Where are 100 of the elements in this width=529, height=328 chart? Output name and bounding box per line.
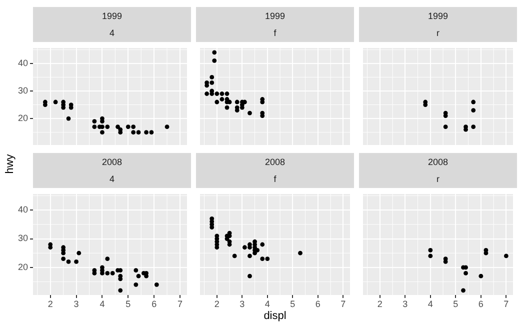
point (234, 100, 240, 104)
point (443, 260, 448, 264)
y-tick-label: 30 (18, 233, 28, 244)
x-tick-label: 3 (240, 298, 245, 309)
point (212, 58, 217, 63)
point (212, 50, 217, 55)
point (53, 100, 58, 104)
chart-subtitle: r (436, 174, 440, 184)
point (131, 124, 136, 130)
x-tick-label: 7 (340, 298, 346, 309)
point (478, 274, 484, 278)
point (100, 130, 104, 135)
x-tick-label: 2 (48, 298, 53, 309)
point (234, 108, 240, 112)
chart-subtitle: r (436, 28, 440, 38)
chart-title: 2008 (426, 156, 450, 167)
point (118, 276, 123, 282)
point (471, 124, 476, 130)
x-tick-label: 2 (377, 298, 382, 309)
point (144, 130, 148, 135)
point (164, 124, 170, 130)
point (260, 256, 265, 262)
y-axis-title: hwy (4, 154, 16, 174)
point (126, 124, 130, 130)
point (464, 270, 468, 276)
x-tick-label: 4 (428, 298, 433, 309)
point (149, 130, 154, 135)
point (100, 119, 104, 124)
point (428, 248, 433, 252)
point (260, 242, 265, 247)
chart-subtitle: f (272, 174, 278, 184)
point (105, 270, 110, 276)
x-tick-label: 2 (214, 298, 220, 309)
point (224, 105, 230, 110)
point (248, 110, 252, 116)
point (242, 245, 247, 250)
point (428, 254, 433, 258)
point (298, 250, 302, 256)
point (220, 92, 224, 96)
point (210, 225, 214, 230)
point (504, 254, 508, 258)
point (92, 124, 97, 130)
x-tick-label: 6 (152, 298, 157, 309)
point (118, 130, 123, 135)
chart-subtitle: 4 (108, 174, 116, 184)
point (248, 254, 252, 258)
point (134, 268, 138, 273)
chart-subtitle: 4 (108, 28, 116, 38)
y-tick-label: 40 (18, 58, 28, 68)
x-axis-title: displ (262, 310, 288, 322)
point (220, 97, 224, 102)
point (110, 270, 115, 276)
point (443, 110, 448, 116)
point (136, 274, 141, 278)
point (66, 116, 71, 121)
chart-subtitle: f (272, 28, 278, 38)
point (204, 92, 210, 96)
chart-title: 2008 (100, 156, 124, 167)
point (74, 260, 78, 264)
point (214, 245, 220, 250)
point (210, 75, 214, 80)
point (461, 288, 466, 293)
point (105, 256, 110, 262)
x-tick-label: 3 (74, 298, 79, 309)
y-tick-label: 20 (18, 262, 28, 272)
point (214, 100, 220, 104)
point (443, 124, 448, 130)
point (210, 92, 214, 96)
point (116, 124, 120, 130)
point (131, 130, 136, 135)
point (248, 274, 252, 278)
chart-title: 1999 (426, 10, 450, 21)
point (66, 260, 71, 264)
point (265, 256, 270, 262)
point (471, 108, 476, 112)
point (471, 100, 476, 104)
x-tick-label: 4 (264, 298, 270, 309)
point (105, 124, 110, 130)
point (76, 250, 82, 256)
point (260, 114, 265, 118)
y-tick-label: 20 (18, 113, 28, 124)
chart-title: 1999 (264, 10, 286, 21)
point (210, 80, 214, 85)
x-tick-label: 7 (504, 298, 509, 309)
point (136, 130, 141, 135)
point (248, 245, 252, 250)
point (232, 254, 237, 258)
point (61, 256, 66, 262)
chart-title: 1999 (100, 10, 124, 21)
point (154, 282, 159, 287)
x-tick-label: 5 (126, 298, 131, 309)
point (134, 282, 138, 287)
point (48, 245, 53, 250)
point (464, 265, 468, 270)
point (118, 288, 123, 293)
x-tick-label: 6 (315, 298, 320, 309)
y-tick-label: 30 (18, 85, 28, 96)
point (214, 92, 220, 96)
x-tick-label: 5 (453, 298, 458, 309)
y-tick-label: 40 (18, 204, 28, 215)
